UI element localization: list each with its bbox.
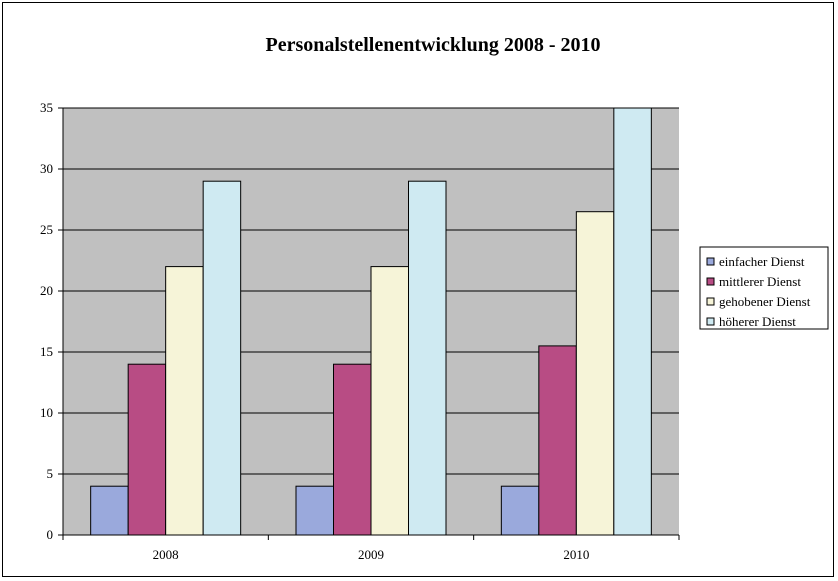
legend-label: einfacher Dienst	[719, 254, 805, 269]
x-tick-labels: 2008 2009 2010	[153, 547, 590, 562]
bar	[613, 107, 652, 536]
bar	[333, 363, 372, 536]
y-tick-label: 25	[40, 222, 53, 237]
legend-label: gehobener Dienst	[719, 294, 811, 309]
bar	[500, 485, 540, 536]
y-tick-label: 20	[40, 283, 53, 298]
x-tick-label: 2010	[563, 547, 589, 562]
bar	[90, 485, 129, 536]
y-tick-labels: 0 5 10 15 20 25 30 35	[40, 100, 53, 542]
legend-swatch	[706, 257, 715, 266]
bar	[370, 266, 409, 536]
y-tick-label: 0	[47, 527, 54, 542]
bar	[202, 180, 242, 536]
y-tick-label: 15	[40, 344, 53, 359]
bar	[575, 211, 615, 536]
y-tick-label: 30	[40, 161, 53, 176]
bar	[408, 180, 447, 536]
bar	[538, 345, 577, 536]
legend-box	[699, 246, 829, 330]
bar	[127, 363, 167, 536]
legend-label: höherer Dienst	[719, 314, 796, 329]
y-tick-label: 5	[47, 466, 54, 481]
legend-label: mittlerer Dienst	[719, 274, 801, 289]
y-tick-label: 10	[40, 405, 53, 420]
legend-swatch	[706, 317, 715, 326]
legend: einfacher Dienst mittlerer Dienst gehobene…	[699, 246, 829, 330]
bar	[165, 266, 204, 536]
legend-swatch	[706, 297, 715, 306]
y-tick-label: 35	[40, 100, 53, 115]
chart-title: Personalstellenentwicklung 2008 - 2010	[266, 34, 601, 56]
axes	[58, 107, 680, 540]
x-tick-label: 2009	[358, 547, 384, 562]
bar	[295, 485, 334, 536]
bar-chart: Personalstellenentwicklung 2008 - 2010 0…	[40, 34, 829, 562]
x-tick-label: 2008	[153, 547, 179, 562]
legend-swatch	[706, 277, 715, 286]
